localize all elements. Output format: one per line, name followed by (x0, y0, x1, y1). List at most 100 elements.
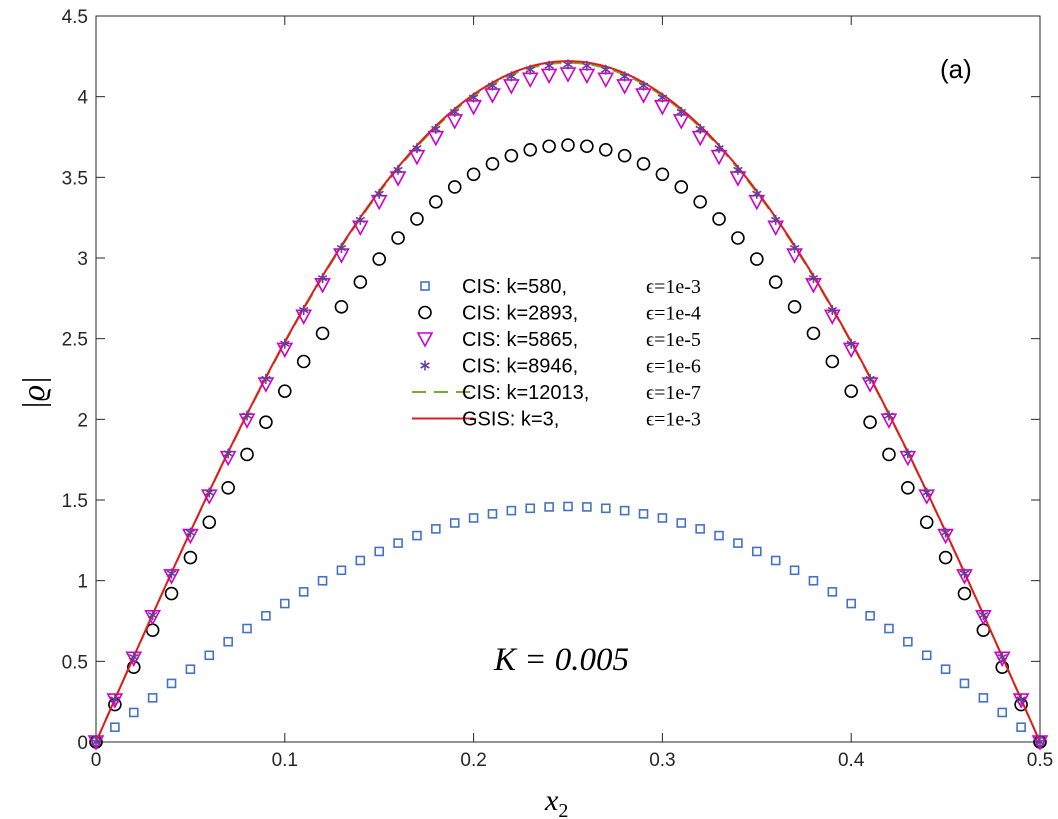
data-point-series-0 (412, 530, 422, 541)
data-point-series-1 (636, 157, 651, 171)
legend-swatch-1 (418, 305, 432, 320)
data-point-series-0 (940, 664, 951, 675)
data-point-series-1 (919, 515, 934, 530)
legend-label-method-0: CIS: k=580, (462, 276, 567, 298)
data-point-series-3 (242, 410, 252, 421)
data-point-series-3 (638, 80, 649, 91)
data-point-series-0 (789, 565, 800, 576)
y-tick-label: 3.5 (62, 168, 88, 189)
data-point-series-0 (374, 546, 385, 557)
data-point-series-0 (449, 518, 460, 528)
y-tick-label: 3 (77, 249, 88, 270)
data-point-series-1 (957, 586, 972, 601)
data-point-series-1 (561, 138, 575, 152)
data-point-series-1 (466, 167, 481, 182)
data-point-series-0 (959, 678, 970, 689)
data-point-series-1 (768, 275, 783, 289)
x-tick-label: 0.1 (272, 750, 298, 771)
data-point-series-1 (674, 180, 689, 194)
data-point-series-1 (523, 142, 538, 157)
legend-label-eps-1: ϵ=1e-4 (646, 303, 701, 325)
data-point-series-3 (657, 92, 668, 103)
data-point-series-3 (808, 273, 819, 284)
x-tick-label: 0.3 (649, 750, 675, 771)
x-tick-label: 0 (91, 750, 102, 771)
data-point-series-0 (204, 650, 215, 661)
legend-label-eps-5: ϵ=1e-3 (646, 409, 701, 431)
data-point-series-1 (429, 195, 443, 209)
data-point-series-3 (752, 188, 762, 199)
data-point-series-1 (598, 142, 613, 157)
data-point-series-3 (487, 80, 498, 91)
data-point-series-0 (128, 707, 139, 718)
data-point-series-0 (865, 610, 875, 621)
x-tick-label: 0.4 (838, 750, 865, 771)
data-point-series-0 (487, 509, 498, 519)
data-point-series-3 (506, 71, 517, 82)
data-point-series-0 (770, 555, 781, 566)
x-axis-label-subscript: 2 (558, 800, 568, 819)
data-point-series-1 (277, 384, 292, 398)
data-point-series-3 (129, 652, 139, 663)
legend-label-method-5: GSIS: k=3, (462, 409, 559, 431)
data-point-series-2 (1031, 735, 1049, 751)
data-point-series-0 (903, 636, 913, 647)
data-point-series-0 (676, 518, 687, 528)
data-point-series-3 (714, 143, 724, 154)
data-point-series-3 (903, 448, 913, 459)
data-point-series-3 (601, 64, 611, 75)
data-point-series-3 (355, 214, 366, 225)
data-point-series-3 (676, 106, 687, 117)
data-point-series-0 (355, 555, 366, 566)
panel-label: (a) (940, 54, 972, 84)
data-point-series-3 (431, 123, 441, 134)
y-tick-label: 0.5 (62, 652, 88, 673)
data-point-series-3 (827, 305, 838, 316)
x-tick-label: 0.5 (1027, 750, 1053, 771)
data-point-series-0 (468, 513, 479, 523)
data-point-series-3 (317, 273, 328, 284)
data-point-series-0 (506, 505, 517, 516)
y-tick-label: 1.5 (62, 491, 88, 512)
data-point-series-3 (733, 164, 743, 175)
chart-marks (87, 59, 1049, 751)
data-point-series-1 (353, 275, 368, 289)
data-point-series-1 (504, 148, 519, 163)
data-point-series-3 (846, 338, 856, 349)
data-point-series-1 (712, 212, 726, 226)
k-annotation: K = 0.005 (493, 642, 629, 678)
y-tick-label: 1 (77, 572, 88, 593)
data-point-series-3 (563, 59, 573, 70)
data-point-series-3 (336, 243, 347, 254)
data-point-series-0 (808, 575, 819, 586)
legend-label-eps-2: ϵ=1e-5 (646, 329, 701, 351)
data-point-series-0 (600, 503, 611, 514)
data-point-series-3 (393, 164, 403, 175)
legend-label-method-4: CIS: k=12013, (462, 382, 589, 404)
data-point-series-0 (336, 565, 347, 576)
y-tick-label: 4.5 (62, 7, 88, 28)
data-point-series-0 (242, 623, 252, 634)
data-point-series-0 (223, 636, 233, 647)
plot-area (95, 15, 1041, 743)
legend-label-eps-3: ϵ=1e-6 (646, 356, 701, 378)
data-point-series-3 (1016, 694, 1026, 705)
data-point-series-3 (223, 448, 233, 459)
data-point-series-0 (544, 502, 554, 512)
data-point-series-1 (485, 157, 500, 171)
data-point-series-3 (770, 214, 781, 225)
data-point-series-0 (733, 538, 743, 548)
data-point-series-0 (619, 505, 630, 516)
data-point-series-3 (619, 71, 630, 82)
legend-swatch-2 (416, 332, 434, 348)
data-point-series-0 (279, 598, 290, 609)
data-point-series-3 (298, 305, 309, 316)
data-point-series-0 (1016, 722, 1026, 733)
data-point-series-3 (959, 568, 970, 579)
data-point-series-0 (582, 502, 592, 512)
data-point-series-3 (884, 410, 894, 421)
data-point-series-1 (882, 447, 896, 462)
data-point-series-1 (806, 326, 821, 341)
data-point-series-3 (91, 737, 101, 747)
data-point-series-3 (374, 188, 384, 199)
